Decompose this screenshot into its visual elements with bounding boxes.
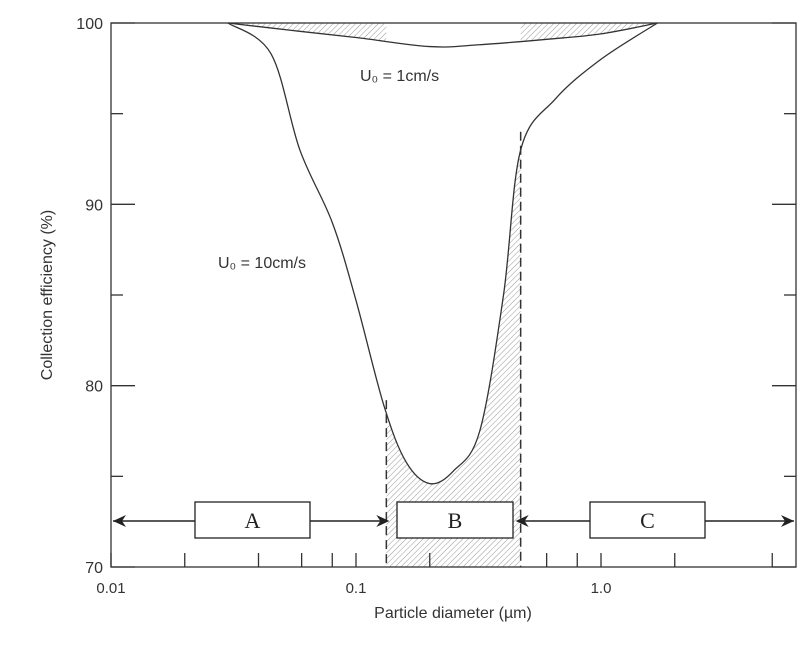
arrow-right-icon bbox=[376, 515, 390, 527]
region-annotations: A B C bbox=[113, 501, 794, 539]
curves bbox=[227, 22, 658, 567]
region-box-b bbox=[396, 501, 514, 539]
series-label-1cm: U₀ = 1cm/s bbox=[360, 68, 439, 85]
hatched-regions bbox=[227, 23, 658, 567]
region-b-above-curve bbox=[386, 23, 521, 484]
region-label-b: B bbox=[448, 508, 463, 533]
series-line-10cm bbox=[227, 22, 658, 485]
region-label-c: C bbox=[640, 508, 655, 533]
region-box-a bbox=[194, 501, 311, 539]
hatched-region-b bbox=[386, 149, 521, 567]
x-tick-label: 0.01 bbox=[96, 580, 125, 597]
x-tick-label: 1.0 bbox=[591, 580, 612, 597]
arrow-left-icon bbox=[515, 515, 529, 527]
arrow-left-icon bbox=[113, 515, 126, 527]
y-tick-label: 80 bbox=[85, 379, 103, 396]
region-box-c bbox=[589, 501, 706, 539]
arrow-right-icon bbox=[781, 515, 794, 527]
y-axis-label: Collection efficiency (%) bbox=[39, 210, 56, 380]
series-label-10cm: U₀ = 10cm/s bbox=[218, 255, 306, 272]
region-label-a: A bbox=[245, 508, 261, 533]
y-tick-label: 90 bbox=[85, 197, 103, 214]
x-tick-label: 0.1 bbox=[346, 580, 367, 597]
y-tick-label: 100 bbox=[76, 16, 103, 33]
y-tick-label: 70 bbox=[85, 560, 103, 577]
series-line-1cm bbox=[227, 22, 658, 48]
axes: 70 80 90 100 0.01 0.1 1.0 bbox=[76, 16, 797, 597]
x-axis-label: Particle diameter (µm) bbox=[374, 605, 532, 622]
